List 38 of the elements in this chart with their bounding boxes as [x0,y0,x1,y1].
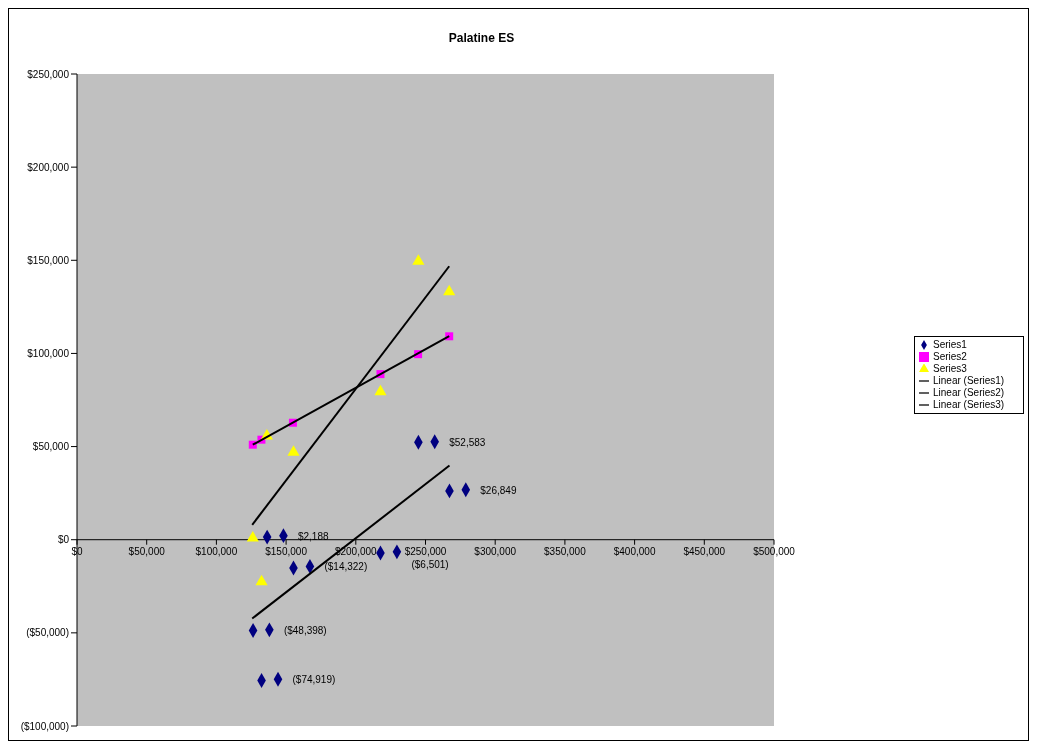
point [412,254,425,265]
x-tick-label: $300,000 [474,545,517,557]
legend-label: Linear (Series3) [933,398,1005,410]
y-tick-label: ($50,000) [26,627,69,639]
legend-label: Linear (Series1) [933,374,1005,386]
y-tick-label: $100,000 [27,347,70,359]
data-label: $52,583 [449,436,486,448]
y-tick-label: $200,000 [27,161,70,173]
x-tick-label: $0 [71,545,83,557]
x-tick-label: $400,000 [613,545,656,557]
legend-label: Linear (Series2) [933,386,1005,398]
x-tick-label: $450,000 [683,545,726,557]
y-tick-label: $250,000 [27,68,70,80]
point [443,284,456,296]
y-tick-label: $50,000 [32,441,70,453]
chart-title: Palatine ES [447,31,516,45]
data-label: ($6,501) [411,558,449,570]
x-tick-label: $250,000 [404,545,447,557]
point [374,384,387,396]
point [255,574,268,586]
x-tick-label: $150,000 [265,545,308,557]
y-tick-label: ($100,000) [20,720,69,732]
data-label: $26,849 [480,484,517,496]
point [287,445,300,456]
data-label: ($48,398) [283,624,327,636]
y-tick-label: $150,000 [27,254,70,266]
point [246,531,259,542]
y-tick-label: $0 [57,534,70,546]
x-tick-label: $350,000 [544,545,587,557]
legend-label: Series3 [933,362,967,374]
legend-label: Series2 [933,350,967,362]
x-tick-label: $500,000 [753,545,796,557]
legend-label: Series1 [933,338,967,350]
data-label: ($74,919) [292,674,336,686]
data-label: ($14,322) [324,561,368,573]
x-tick-label: $50,000 [128,545,166,557]
x-tick-label: $100,000 [195,545,238,557]
data-label: $2,188 [297,530,329,542]
